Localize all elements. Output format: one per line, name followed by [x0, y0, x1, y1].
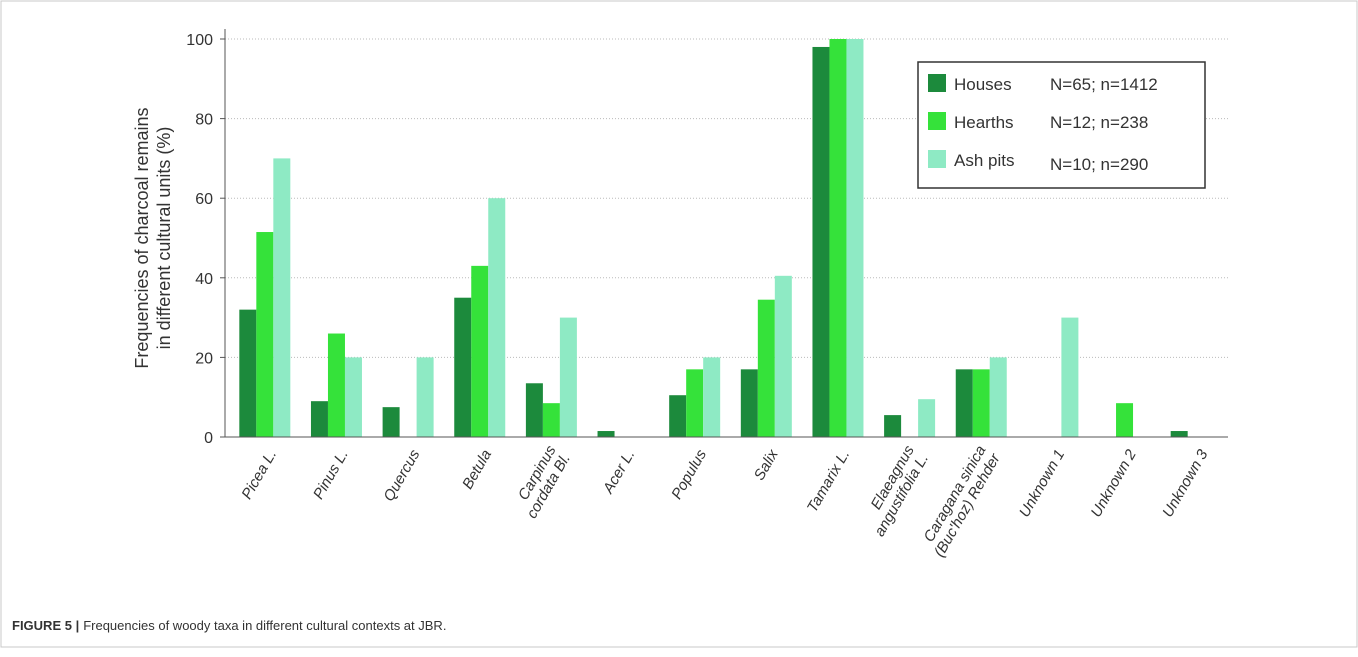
- legend-label: Houses: [954, 75, 1012, 94]
- y-axis-label-line: in different cultural units (%): [154, 127, 174, 350]
- x-tick-label-line: Salix: [751, 446, 782, 483]
- bar: [774, 275, 792, 437]
- x-tick-label-line: Acer L.: [599, 447, 638, 498]
- bar: [686, 369, 704, 437]
- y-tick-label: 100: [186, 32, 213, 49]
- y-tick-label: 20: [195, 350, 213, 367]
- x-tick-label-line: Unknown 3: [1159, 446, 1212, 520]
- caption-text: Frequencies of woody taxa in different c…: [83, 618, 446, 633]
- x-tick-label-line: Unknown 1: [1016, 447, 1068, 520]
- legend-box: [917, 61, 1206, 189]
- x-tick-label-line: Picea L.: [238, 447, 280, 502]
- caption-label: FIGURE 5 |: [12, 618, 79, 633]
- caption: FIGURE 5 | Frequencies of woody taxa in d…: [12, 618, 446, 633]
- legend-sample: N=65; n=1412: [1050, 75, 1158, 94]
- x-tick-label: Picea L.: [238, 447, 280, 502]
- bar: [471, 265, 489, 437]
- legend-label: Ash pits: [954, 151, 1014, 170]
- x-tick-label-line: Betula: [459, 447, 495, 492]
- x-tick-label: Salix: [751, 446, 782, 483]
- bar: [239, 309, 257, 437]
- bar: [416, 357, 434, 437]
- bar: [542, 403, 560, 437]
- bar: [918, 399, 936, 437]
- y-tick-label: 0: [204, 430, 213, 447]
- bar: [989, 357, 1007, 437]
- bar: [1170, 431, 1188, 437]
- legend-sample: N=12; n=238: [1050, 113, 1148, 132]
- x-tick-label: Carpinuscordata Bl.: [509, 442, 574, 521]
- x-tick-label: Unknown 1: [1016, 447, 1068, 520]
- x-tick-label: Unknown 3: [1159, 446, 1212, 520]
- bar: [1061, 317, 1079, 437]
- bar: [812, 46, 830, 438]
- bar: [972, 369, 990, 437]
- x-tick-label: Quercus: [380, 446, 423, 504]
- bar: [669, 395, 687, 437]
- bar: [382, 407, 400, 437]
- bar: [525, 383, 543, 437]
- bar: [273, 158, 291, 437]
- x-tick-label: Pinus L.: [310, 447, 352, 502]
- x-tick-label-line: Populus: [668, 446, 710, 502]
- x-tick-label-line: Quercus: [380, 446, 423, 504]
- bar: [597, 431, 615, 437]
- legend-sample: N=10; n=290: [1050, 155, 1148, 174]
- y-tick-label: 80: [195, 112, 213, 129]
- bar: [884, 415, 902, 437]
- y-axis-label-line: Frequencies of charcoal remains: [132, 107, 152, 368]
- bar: [344, 357, 362, 437]
- x-tick-label: Elaeagnusangustifolia L.: [857, 442, 933, 539]
- bar: [310, 401, 328, 437]
- x-tick-label: Populus: [668, 446, 710, 502]
- x-tick-label-line: Tamarix L.: [804, 447, 853, 516]
- legend-swatch: [928, 74, 946, 92]
- x-tick-label: Tamarix L.: [804, 447, 853, 516]
- bar: [846, 39, 864, 437]
- legend-swatch: [928, 150, 946, 168]
- bar: [327, 333, 345, 437]
- legend-label: Hearths: [954, 113, 1014, 132]
- y-tick-label: 60: [195, 191, 213, 208]
- x-tick-label: Betula: [459, 447, 495, 492]
- x-tick-label-line: Unknown 2: [1088, 446, 1141, 520]
- bar: [757, 299, 775, 437]
- x-tick-label: Acer L.: [599, 447, 638, 498]
- legend-swatch: [928, 112, 946, 130]
- x-tick-label: Unknown 2: [1088, 446, 1141, 520]
- bar: [488, 198, 506, 437]
- y-axis-label: Frequencies of charcoal remainsin differ…: [132, 107, 174, 368]
- bar: [1116, 403, 1134, 437]
- bar: [955, 369, 973, 437]
- x-tick-label-line: Pinus L.: [310, 447, 352, 502]
- bar: [740, 369, 758, 437]
- bar: [454, 297, 472, 437]
- bar: [703, 357, 721, 437]
- bar: [559, 317, 577, 437]
- y-tick-label: 40: [195, 271, 213, 288]
- bar: [829, 39, 847, 437]
- bar: [256, 232, 274, 437]
